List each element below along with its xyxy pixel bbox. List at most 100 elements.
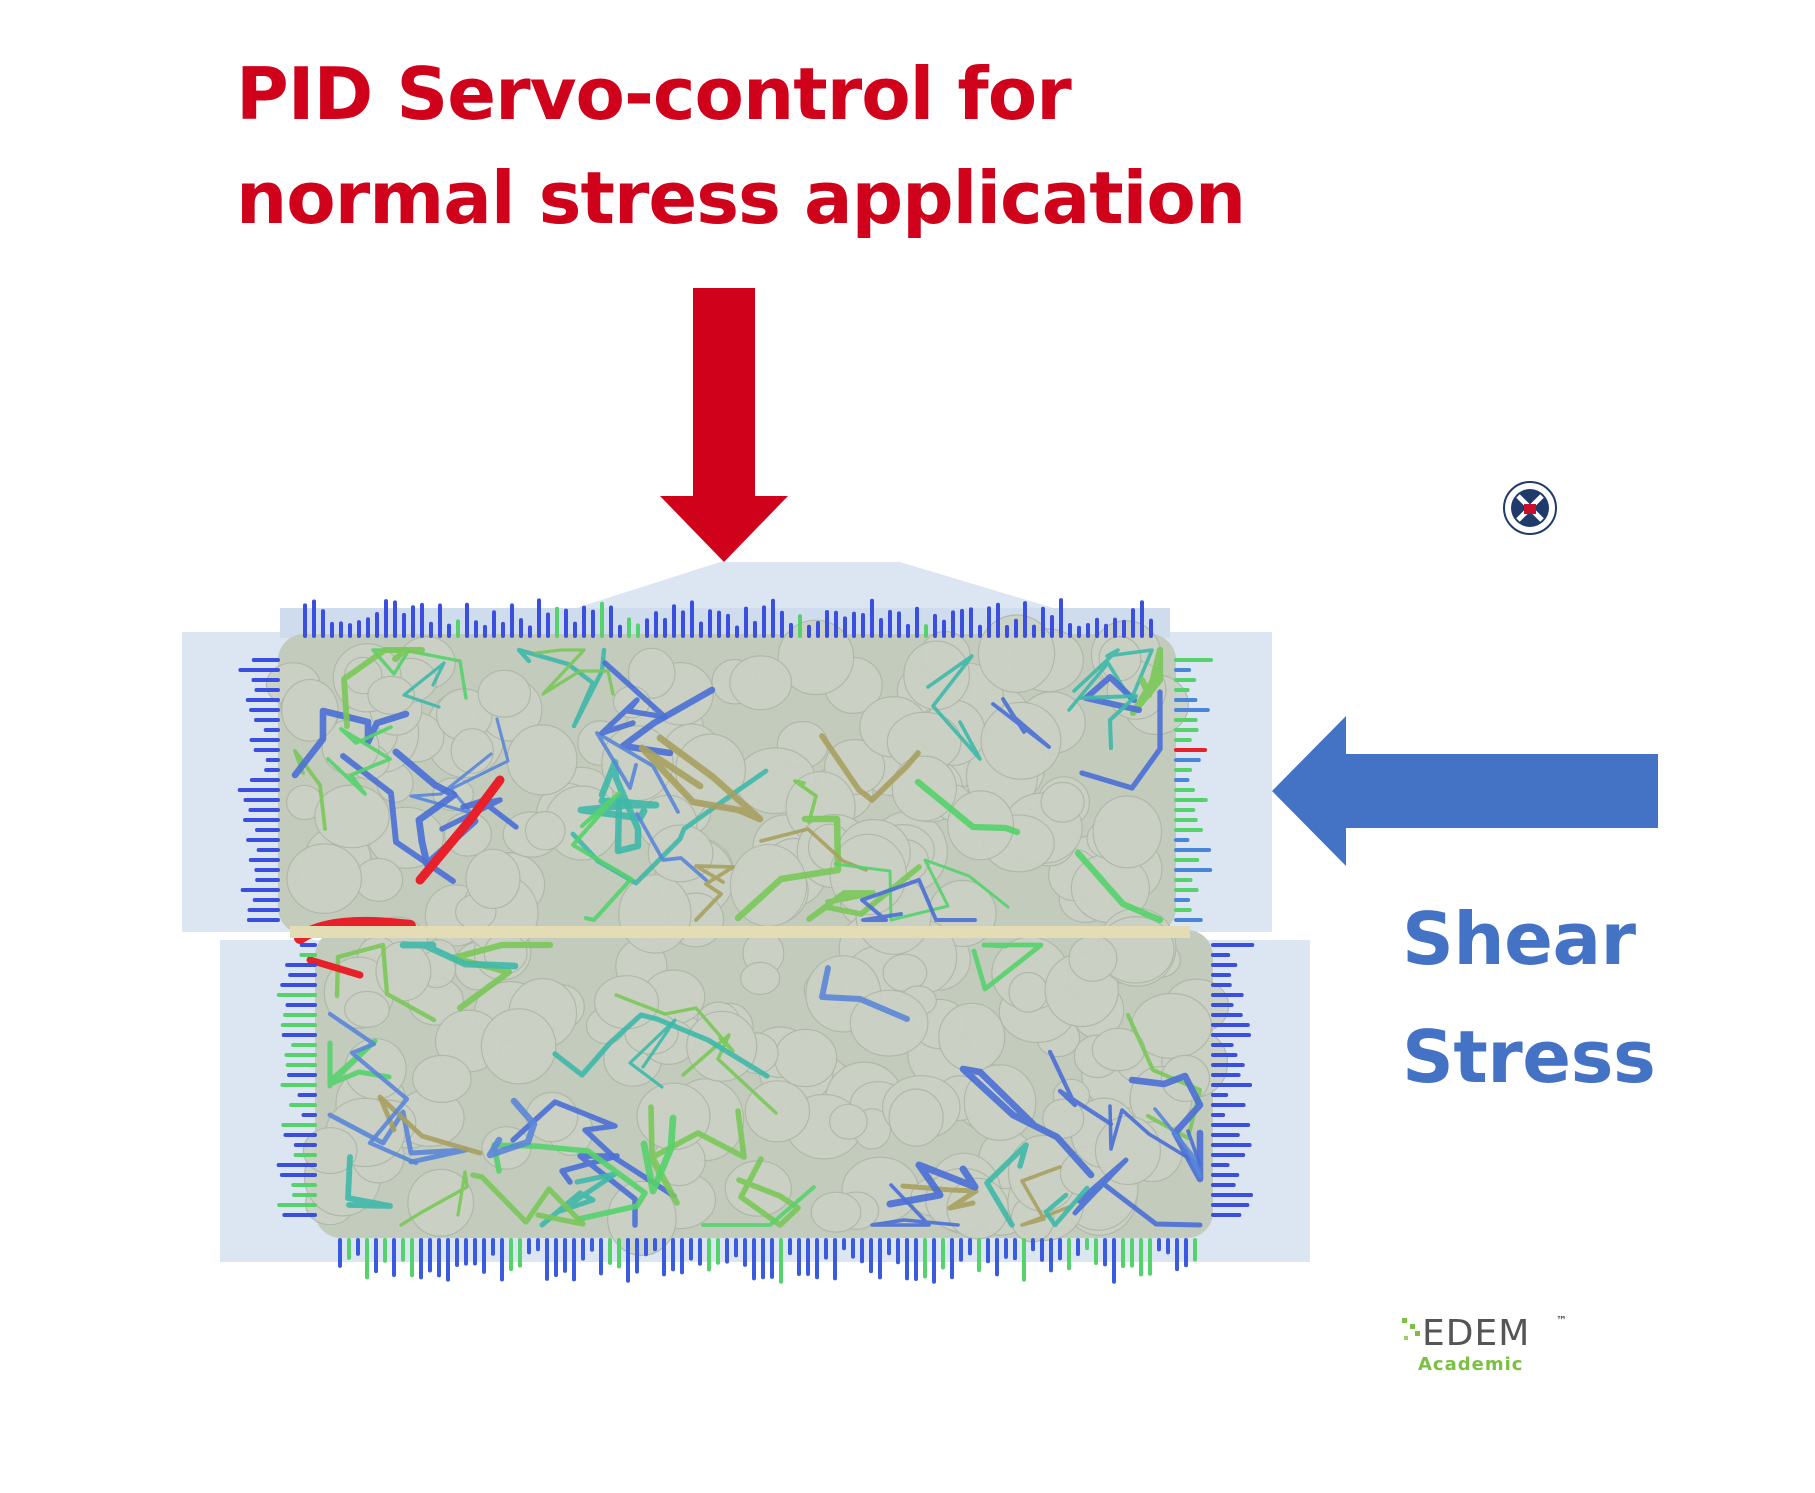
force-chain <box>534 648 615 696</box>
particle <box>450 728 494 774</box>
force-chain <box>402 661 446 709</box>
force-chain-network <box>291 646 1204 1228</box>
particle <box>506 724 578 796</box>
force-chain <box>293 749 327 831</box>
edem-trademark: ™ <box>1556 1314 1567 1327</box>
edem-academic-logo-icon: EDEM ™ Academic <box>1400 1310 1580 1380</box>
force-chain <box>392 748 479 868</box>
force-chain <box>570 790 634 923</box>
particle <box>286 843 363 914</box>
shear-line-2: Stress <box>1402 1015 1656 1099</box>
force-chain <box>991 697 1051 749</box>
edem-pixel-mark-icon <box>1402 1318 1420 1340</box>
force-chain <box>1074 849 1164 924</box>
particle <box>627 647 676 699</box>
particle <box>314 784 390 849</box>
force-chain <box>599 660 668 736</box>
shear-plane <box>290 926 1190 938</box>
diagram-title: PID Servo-control for normal stress appl… <box>236 42 1246 250</box>
particle <box>618 874 692 954</box>
particle <box>1008 971 1049 1013</box>
particle <box>829 1103 868 1140</box>
particle <box>480 1008 557 1085</box>
force-chain <box>819 733 921 803</box>
force-chain <box>486 1097 538 1159</box>
force-chain <box>291 707 410 779</box>
force-chain <box>793 779 818 824</box>
particle <box>477 669 531 718</box>
force-chain <box>510 1099 677 1199</box>
force-chain <box>1153 1107 1202 1178</box>
force-chain <box>1043 1185 1090 1228</box>
particle <box>774 1028 838 1088</box>
particle <box>849 989 929 1057</box>
force-chain <box>971 942 1044 992</box>
force-chain <box>399 1170 469 1227</box>
force-chain <box>1129 646 1164 717</box>
force-chain <box>1108 1104 1202 1167</box>
particle <box>729 655 793 711</box>
particle <box>593 975 660 1030</box>
particle <box>465 848 521 910</box>
particle <box>888 1088 944 1147</box>
force-chain <box>860 878 977 922</box>
force-chain <box>1020 1165 1071 1227</box>
force-chain <box>886 1161 979 1208</box>
particle <box>938 1002 1006 1072</box>
force-chain <box>449 941 554 1012</box>
force-chain <box>701 1185 816 1227</box>
peak-force-chain <box>415 775 505 885</box>
force-chain <box>326 725 393 796</box>
title-line-1: PID Servo-control for <box>236 52 1072 136</box>
particle <box>1040 781 1085 823</box>
particle <box>344 990 390 1029</box>
particle <box>607 1180 677 1257</box>
force-chain <box>1079 689 1163 791</box>
particle <box>1042 1098 1085 1139</box>
force-chain <box>640 1114 677 1195</box>
force-chain <box>595 731 680 814</box>
particle <box>810 1191 862 1233</box>
particle <box>744 1080 811 1143</box>
force-chain <box>870 1183 960 1227</box>
force-chain <box>327 1011 419 1166</box>
force-chain <box>819 965 910 1022</box>
force-chain <box>345 1154 393 1209</box>
particle <box>740 961 781 996</box>
shear-stress-label: Shear Stress <box>1402 880 1656 1116</box>
edem-wordmark: EDEM <box>1422 1313 1531 1354</box>
particle <box>367 675 415 715</box>
force-chain <box>1067 648 1154 712</box>
force-chain <box>539 1171 618 1228</box>
university-crest-icon <box>1503 481 1557 535</box>
force-chain <box>552 1012 770 1079</box>
particle <box>302 1127 358 1175</box>
force-chain <box>1047 1049 1114 1127</box>
particle <box>980 701 1062 780</box>
force-chain <box>1128 1072 1204 1183</box>
force-chain <box>635 812 708 882</box>
force-chain <box>377 1094 483 1156</box>
force-chain <box>327 1038 392 1089</box>
boundary-force-vectors <box>237 598 1255 1284</box>
particle <box>1092 795 1163 869</box>
edem-academic-text: Academic <box>1418 1354 1524 1375</box>
particle <box>1068 935 1118 982</box>
normal-stress-arrow <box>660 288 788 562</box>
force-chain <box>833 858 1010 922</box>
force-chain <box>470 1172 586 1227</box>
force-chain <box>736 1156 801 1228</box>
shear-stress-arrow <box>1272 716 1658 866</box>
force-chain <box>638 734 764 823</box>
force-chain <box>399 941 519 970</box>
force-chain <box>1078 693 1139 751</box>
particle <box>524 810 566 851</box>
force-chain <box>614 993 735 1053</box>
peak-force-chain <box>306 956 364 979</box>
shear-line-1: Shear <box>1402 897 1636 981</box>
force-chain <box>1082 673 1143 714</box>
force-chain <box>694 864 735 922</box>
force-chain <box>959 1065 1095 1179</box>
